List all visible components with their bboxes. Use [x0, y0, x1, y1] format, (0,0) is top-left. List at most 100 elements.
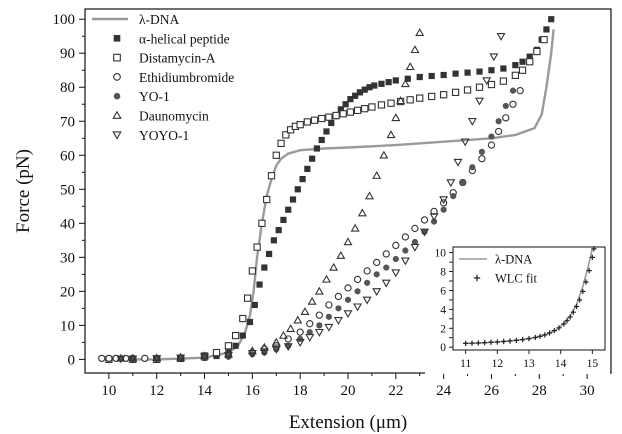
data-point: [356, 89, 364, 96]
data-point: [459, 179, 466, 186]
data-point: [430, 207, 438, 216]
legend-label: Distamycin-A: [139, 51, 216, 66]
inset-series--dna: [465, 248, 594, 345]
data-point: [464, 69, 471, 76]
data-point: [246, 318, 254, 326]
data-point: [261, 264, 268, 271]
legend-item: λ-DNA: [92, 12, 180, 27]
inset-data-point: [532, 334, 538, 341]
data-point: [350, 223, 360, 232]
inset-data-point: [570, 309, 576, 315]
data-point: [440, 71, 447, 79]
data-point: [511, 71, 520, 79]
data-point: [460, 138, 470, 147]
data-point: [368, 103, 376, 111]
data-point: [469, 164, 476, 171]
x-tick-label: 28: [532, 383, 547, 399]
data-point: [247, 350, 257, 358]
data-point: [371, 82, 378, 89]
y-tick-label: 40: [60, 216, 75, 232]
series-yoyo-1: [116, 32, 506, 364]
data-point: [261, 349, 268, 356]
legend-label: YO-1: [139, 89, 170, 104]
data-point: [318, 136, 325, 144]
data-point: [200, 353, 210, 362]
data-point: [378, 80, 385, 87]
inset-data-point: [580, 288, 586, 295]
data-point: [452, 70, 459, 77]
data-point: [383, 264, 390, 271]
data-point: [494, 127, 503, 136]
data-point: [296, 121, 304, 129]
data-point: [428, 92, 436, 101]
x-tick-label: 14: [197, 383, 213, 399]
inset-chart: 11 12 13 14 15 0 2 4 6 8 10 λ-DNA WLC fit: [425, 237, 610, 374]
y-tick-label: 70: [60, 114, 75, 130]
data-point: [333, 317, 343, 325]
inset-series-line: [465, 248, 594, 345]
data-point: [293, 315, 303, 324]
data-point: [294, 186, 301, 193]
main-axis-ticks: 10 12 14 16 18 20 22 24 26 28 30010203040506070809…: [53, 12, 595, 399]
data-point: [256, 281, 263, 288]
data-point: [231, 331, 240, 340]
data-point: [335, 305, 342, 312]
data-point: [439, 196, 449, 205]
data-point: [347, 96, 354, 103]
legend-item: Ethidiumbromide: [113, 70, 234, 85]
data-point: [275, 227, 282, 234]
data-point: [406, 96, 414, 104]
data-point: [328, 119, 335, 127]
data-point: [385, 79, 392, 86]
data-point: [516, 86, 524, 95]
y-tick-label: 90: [60, 46, 75, 62]
data-point: [259, 348, 269, 357]
inset-data-point: [507, 338, 513, 344]
data-point: [272, 151, 280, 159]
x-tick-label: 20: [341, 383, 356, 399]
data-point: [271, 337, 281, 346]
data-point: [509, 87, 517, 94]
legend-label: Ethidiumbromide: [139, 70, 234, 85]
data-point: [373, 271, 380, 278]
x-tick-label: 22: [388, 383, 403, 399]
inset-legend-item: WLC fit: [473, 272, 538, 286]
data-point: [332, 111, 340, 120]
legend-swatch: [113, 53, 121, 62]
data-point: [396, 97, 405, 106]
inset-data-point: [577, 297, 583, 303]
x-tick-label: 18: [293, 383, 308, 399]
data-point: [429, 213, 439, 222]
data-point: [361, 86, 368, 93]
data-point: [391, 113, 401, 122]
data-point: [391, 269, 401, 278]
data-point: [416, 94, 424, 102]
data-point: [387, 99, 395, 107]
data-point: [324, 323, 334, 332]
x-tick-label: 10: [101, 383, 116, 399]
data-point: [420, 216, 429, 224]
inset-legend-label: WLC fit: [495, 272, 538, 286]
data-point: [478, 155, 486, 163]
data-point: [323, 128, 330, 135]
x-tick-label: 30: [580, 383, 595, 399]
data-point: [267, 172, 276, 180]
data-point: [373, 258, 381, 267]
inset-data-point: [542, 332, 548, 338]
y-tick-label: 0: [68, 352, 76, 368]
data-point: [248, 267, 257, 275]
data-point: [243, 294, 252, 302]
data-point: [353, 275, 362, 284]
data-point: [303, 118, 312, 126]
data-point: [496, 32, 506, 41]
inset-data-point: [564, 318, 570, 324]
data-point: [278, 330, 288, 339]
data-point: [314, 328, 324, 337]
data-point: [500, 65, 507, 72]
inset-data-point: [513, 337, 519, 343]
data-point: [223, 349, 233, 358]
inset-data-point: [561, 321, 567, 327]
data-point: [307, 296, 317, 305]
data-point: [176, 354, 186, 363]
